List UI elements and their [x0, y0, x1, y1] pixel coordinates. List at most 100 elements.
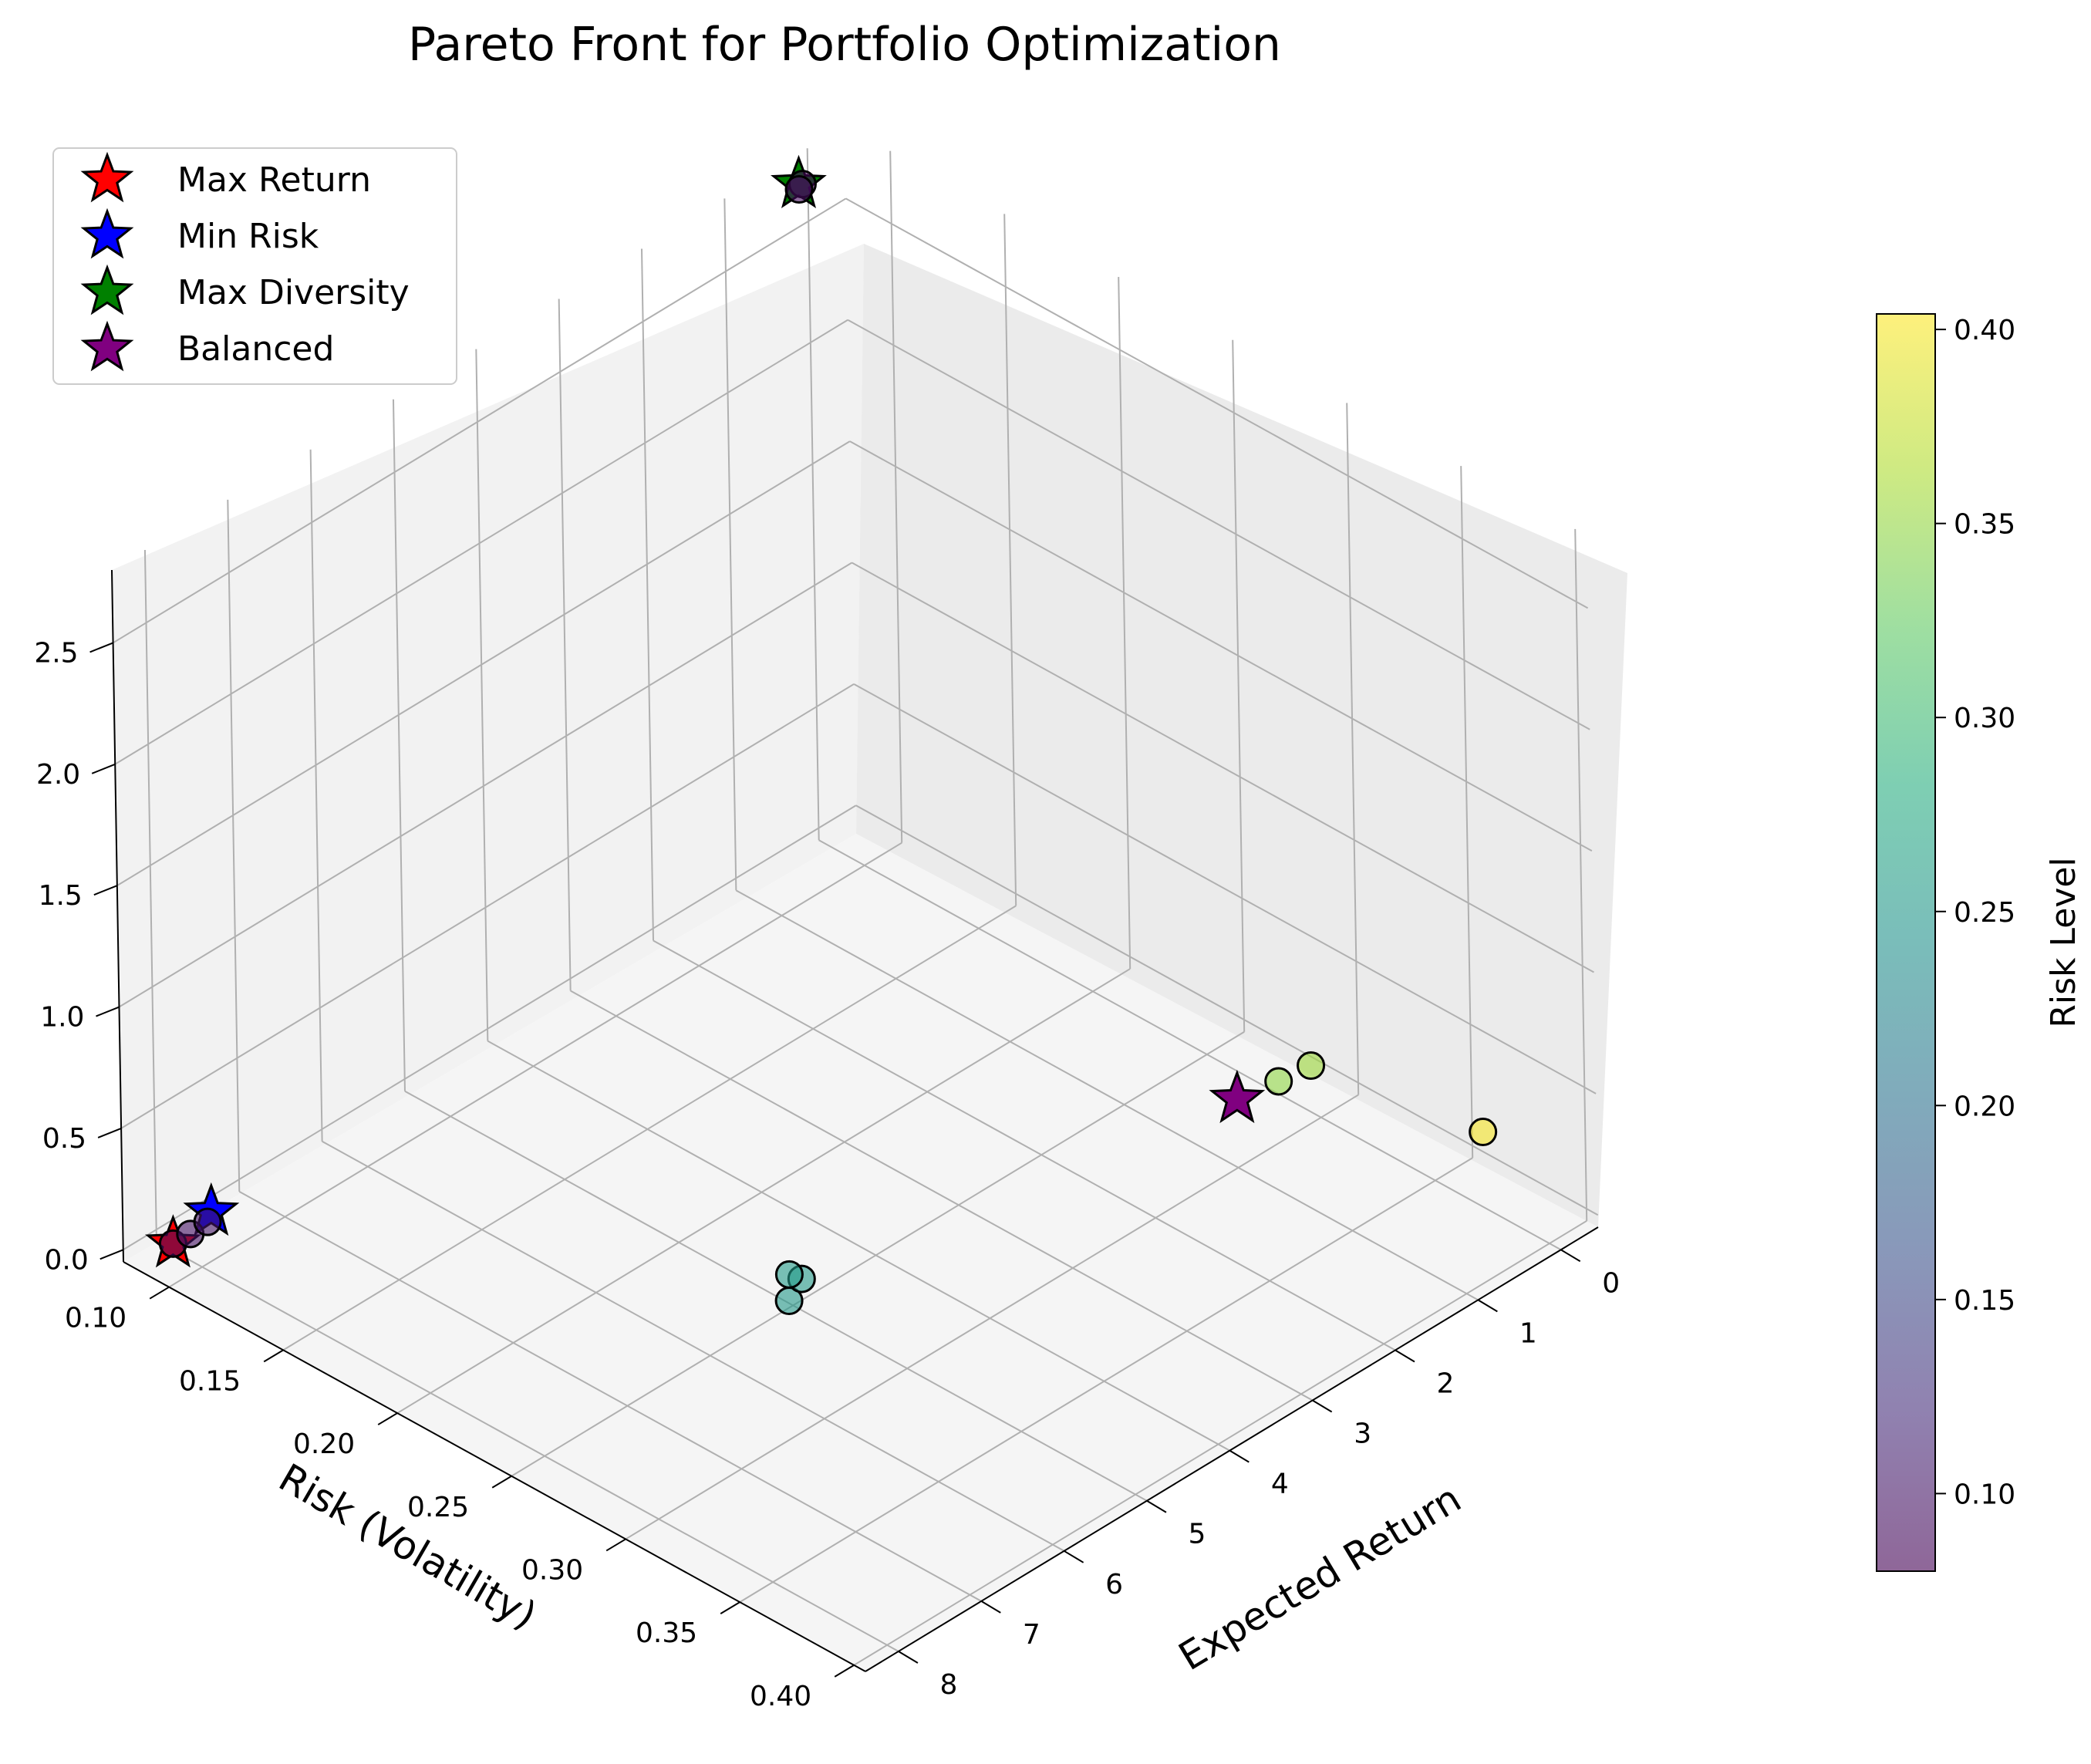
colorbar-tick-label: 0.30 [1954, 703, 2015, 734]
y-grid-floor [487, 1040, 1230, 1452]
x-grid-wall [1460, 466, 1474, 1159]
x-grid-wall [1003, 214, 1017, 906]
colorbar-gradient [1876, 313, 1936, 1572]
data-point [1264, 1067, 1293, 1096]
y-grid-wall [227, 499, 241, 1192]
axis-ticks: 0.10 0.15 0.20 0.25 0.30 0.35 0.40 0 1 2 3 4 5 6 7 8 0.0… [34, 637, 1620, 1712]
data-points [145, 154, 1498, 1316]
y-grid-wall [309, 449, 323, 1142]
y-tick-mark [1064, 1550, 1084, 1563]
colorbar-tick-label: 0.15 [1954, 1285, 2015, 1317]
y-tick-mark [1395, 1349, 1415, 1363]
z-tick-mark [99, 1249, 124, 1260]
y-grid-floor [156, 1241, 899, 1652]
y-tick-label: 7 [1023, 1619, 1040, 1651]
legend-label: Min Risk [177, 217, 319, 256]
z-grid-right [847, 319, 1590, 730]
colorbar-tick-label: 0.20 [1954, 1091, 2015, 1122]
x-grid-wall [1346, 403, 1360, 1095]
x-grid-floor [853, 1219, 1587, 1666]
data-point [193, 1207, 222, 1236]
x-axis-line [123, 1261, 866, 1672]
data-point [1469, 1118, 1498, 1147]
z-tick-mark [96, 1006, 120, 1017]
z-grid-left [118, 562, 852, 1008]
colorbar: 0.10 0.15 0.20 0.25 0.30 0.35 0.40 Risk Level [1876, 313, 2083, 1572]
x-tick-label: 0.15 [179, 1365, 241, 1397]
axis-lines [111, 569, 1599, 1672]
z-tick-label: 1.5 [39, 880, 83, 912]
x-grid-wall [1574, 528, 1588, 1221]
z-grid-right [851, 562, 1594, 973]
chart-title: Pareto Front for Portfolio Optimization [408, 18, 1281, 72]
y-tick-label: 3 [1354, 1418, 1371, 1450]
z-grid-left [114, 319, 848, 765]
legend-star-icon [80, 320, 134, 372]
z-grid-left [113, 197, 847, 644]
legend-label: Max Diversity [177, 273, 410, 312]
z-tick-label: 0.0 [44, 1244, 88, 1276]
colorbar-tick-label: 0.10 [1954, 1479, 2015, 1510]
z-grid-right [849, 440, 1593, 852]
z-grid-left [120, 683, 855, 1129]
legend-star-icon [80, 264, 134, 315]
y-tick-label: 6 [1105, 1569, 1123, 1600]
legend-label: Max Return [177, 160, 371, 200]
z-tick-label: 1.0 [40, 1002, 84, 1034]
data-point [784, 175, 814, 204]
y-grid-wall [143, 549, 157, 1242]
y-tick-label: 4 [1271, 1469, 1289, 1500]
colorbar-tick-label: 0.25 [1954, 897, 2015, 929]
z-grid-right [845, 197, 1589, 609]
y-tick-mark [898, 1651, 919, 1664]
y-grid-wall [723, 198, 737, 891]
x-axis-label: Risk (Volatility) [271, 1455, 544, 1638]
back-left-pane [112, 244, 864, 1262]
grid-lines [113, 148, 1599, 1666]
y-grid-wall [475, 349, 489, 1041]
x-tick-mark [149, 1286, 170, 1300]
y-grid-wall [806, 148, 820, 841]
z-grid-left [123, 804, 857, 1251]
x-grid-wall [1232, 339, 1246, 1032]
y-grid-floor [322, 1140, 1065, 1552]
y-tick-mark [1477, 1299, 1498, 1313]
x-grid-floor [396, 968, 1131, 1414]
y-grid-wall [641, 248, 655, 941]
y-tick-label: 1 [1519, 1317, 1537, 1349]
z-grid-left [116, 440, 851, 887]
y-grid-floor [735, 889, 1479, 1301]
z-tick-label: 2.0 [36, 759, 80, 791]
x-tick-label: 0.25 [407, 1492, 469, 1523]
colorbar-label: Risk Level [2044, 857, 2083, 1027]
z-tick-label: 0.5 [42, 1123, 86, 1155]
x-grid-wall [1118, 277, 1132, 970]
y-tick-label: 5 [1189, 1519, 1206, 1550]
x-tick-mark [377, 1412, 398, 1425]
data-point [1297, 1051, 1326, 1080]
y-grid-wall [392, 399, 406, 1091]
colorbar-ticks: 0.10 0.15 0.20 0.25 0.30 0.35 0.40 [1935, 315, 2015, 1510]
x-tick-mark [263, 1349, 284, 1363]
colorbar-tick-label: 0.35 [1954, 509, 2015, 541]
y-grid-floor [818, 839, 1562, 1251]
back-right-pane [856, 244, 1627, 1227]
z-tick-mark [97, 1127, 122, 1138]
x-tick-label: 0.35 [636, 1617, 697, 1649]
z-grid-right [853, 683, 1597, 1094]
y-tick-mark [1312, 1399, 1333, 1413]
x-grid-floor [625, 1094, 1359, 1540]
x-grid-floor [511, 1030, 1245, 1477]
x-tick-mark [834, 1664, 855, 1678]
colorbar-tick-label: 0.40 [1954, 315, 2015, 346]
y-grid-wall [558, 298, 572, 991]
legend-label: Balanced [177, 329, 334, 369]
z-tick-mark [93, 885, 118, 896]
z-tick-mark [91, 763, 116, 774]
y-grid-floor [653, 939, 1396, 1351]
z-tick-label: 2.5 [34, 637, 78, 669]
x-grid-floor [282, 905, 1017, 1351]
y-tick-label: 0 [1602, 1267, 1620, 1299]
legend: Max Return Min Risk Max Diversity Balanced [52, 147, 457, 385]
